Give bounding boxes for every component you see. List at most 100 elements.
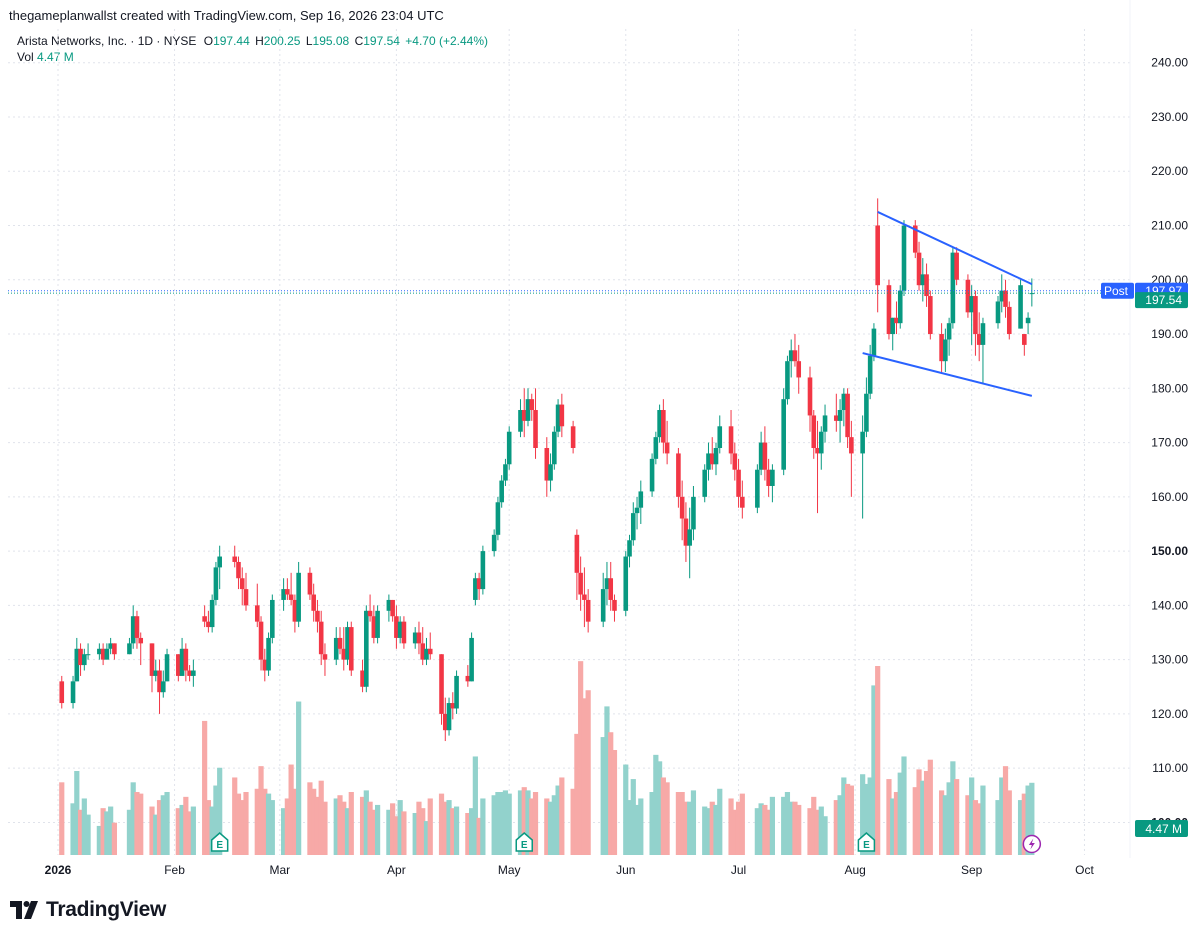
- trendline[interactable]: [877, 211, 1033, 286]
- candle-body: [709, 453, 715, 465]
- volume-bar: [472, 756, 478, 855]
- candle-body: [318, 621, 324, 655]
- candle-body: [85, 654, 91, 656]
- volume-bar: [427, 798, 433, 855]
- candle: [901, 220, 907, 297]
- time-tick-label: Jul: [731, 863, 746, 877]
- volume-bar: [555, 785, 561, 855]
- candle-body: [570, 426, 576, 448]
- candle-body: [834, 415, 839, 421]
- candle: [416, 621, 422, 655]
- candle: [1006, 301, 1012, 340]
- candle: [217, 545, 222, 590]
- candle: [965, 274, 971, 318]
- candle-body: [946, 323, 952, 340]
- candle: [841, 388, 847, 427]
- volume-bar: [841, 777, 847, 855]
- candle: [570, 420, 576, 454]
- volume-bar: [660, 777, 666, 855]
- candle: [160, 670, 166, 698]
- volume-bar: [74, 771, 80, 855]
- tradingview-logo-icon: [10, 901, 38, 919]
- time-tick-label: 2026: [45, 863, 72, 877]
- volume-bar: [1002, 766, 1009, 855]
- candle: [676, 448, 681, 508]
- candle-body: [732, 453, 738, 470]
- volume-bar: [202, 720, 208, 855]
- candle-body: [604, 578, 610, 590]
- price-tick-label: 240.00: [1151, 56, 1188, 70]
- candle: [100, 643, 106, 666]
- candle-body: [1018, 285, 1023, 329]
- volume-bar: [134, 792, 140, 855]
- candle: [70, 675, 76, 709]
- legend-volume-row: Vol 4.47 M: [17, 49, 490, 65]
- candle: [980, 317, 986, 383]
- volume-bar: [581, 698, 587, 855]
- candle: [285, 578, 290, 600]
- symbol-name[interactable]: Arista Networks, Inc. · 1D · NYSE: [17, 34, 197, 48]
- candle-body: [623, 556, 629, 611]
- candle-body: [333, 637, 339, 660]
- candle: [386, 594, 392, 622]
- candle: [375, 605, 380, 644]
- time-tick-label: Oct: [1075, 863, 1094, 877]
- candle-body: [348, 627, 354, 671]
- volume-bar: [709, 801, 715, 855]
- candle-body: [683, 518, 689, 546]
- volume-bar: [1021, 793, 1027, 855]
- candle: [912, 220, 918, 259]
- volume-bar: [235, 793, 242, 855]
- price-tick-label: 160.00: [1151, 490, 1188, 504]
- candle-body: [552, 431, 557, 465]
- lightning-icon[interactable]: [1022, 834, 1042, 854]
- candle: [792, 334, 798, 367]
- tradingview-brand[interactable]: TradingView: [10, 898, 166, 922]
- volume-bar: [348, 792, 354, 855]
- candle-body: [758, 442, 764, 470]
- volume-bar: [390, 803, 396, 855]
- volume-bar: [980, 785, 986, 855]
- volume-bar: [675, 792, 681, 855]
- volume-bar: [732, 809, 738, 855]
- candle-body: [661, 410, 666, 443]
- candle-body: [755, 469, 760, 508]
- earnings-marker[interactable]: E: [857, 832, 876, 852]
- candle: [191, 659, 196, 687]
- volume-bar: [149, 806, 155, 855]
- volume-bar: [702, 806, 708, 855]
- volume-label[interactable]: Vol: [17, 50, 34, 64]
- candle: [548, 453, 553, 492]
- candle-body: [818, 431, 824, 454]
- time-tick-label: Apr: [387, 863, 406, 877]
- volume-bar: [758, 803, 764, 855]
- volume-bar: [570, 788, 576, 855]
- candle: [281, 578, 286, 611]
- candle-body: [390, 599, 395, 617]
- volume-bar: [630, 779, 636, 855]
- candle: [822, 404, 828, 443]
- trendline[interactable]: [862, 352, 1033, 397]
- price-chart[interactable]: 100.00110.00120.00130.00140.00150.00160.…: [0, 0, 1200, 890]
- volume-bar: [811, 796, 817, 855]
- candle: [318, 610, 324, 666]
- price-tick-label: 150.00: [1151, 544, 1188, 558]
- candle: [664, 420, 670, 465]
- earnings-marker[interactable]: E: [210, 832, 229, 852]
- volume-bar: [130, 782, 136, 855]
- candle-body: [164, 654, 170, 682]
- price-tick-label: 210.00: [1151, 219, 1188, 233]
- candle: [134, 610, 140, 649]
- candle-body: [976, 334, 982, 345]
- candle: [785, 355, 790, 405]
- candle-body: [627, 540, 632, 557]
- candle: [412, 627, 418, 649]
- candle: [834, 393, 839, 432]
- volume-bar: [551, 795, 557, 855]
- brand-name: TradingView: [46, 898, 167, 921]
- volume-bar: [634, 804, 640, 855]
- candle: [503, 458, 508, 486]
- volume-bar: [111, 822, 117, 855]
- volume-bar: [788, 801, 794, 855]
- earnings-marker[interactable]: E: [515, 832, 533, 852]
